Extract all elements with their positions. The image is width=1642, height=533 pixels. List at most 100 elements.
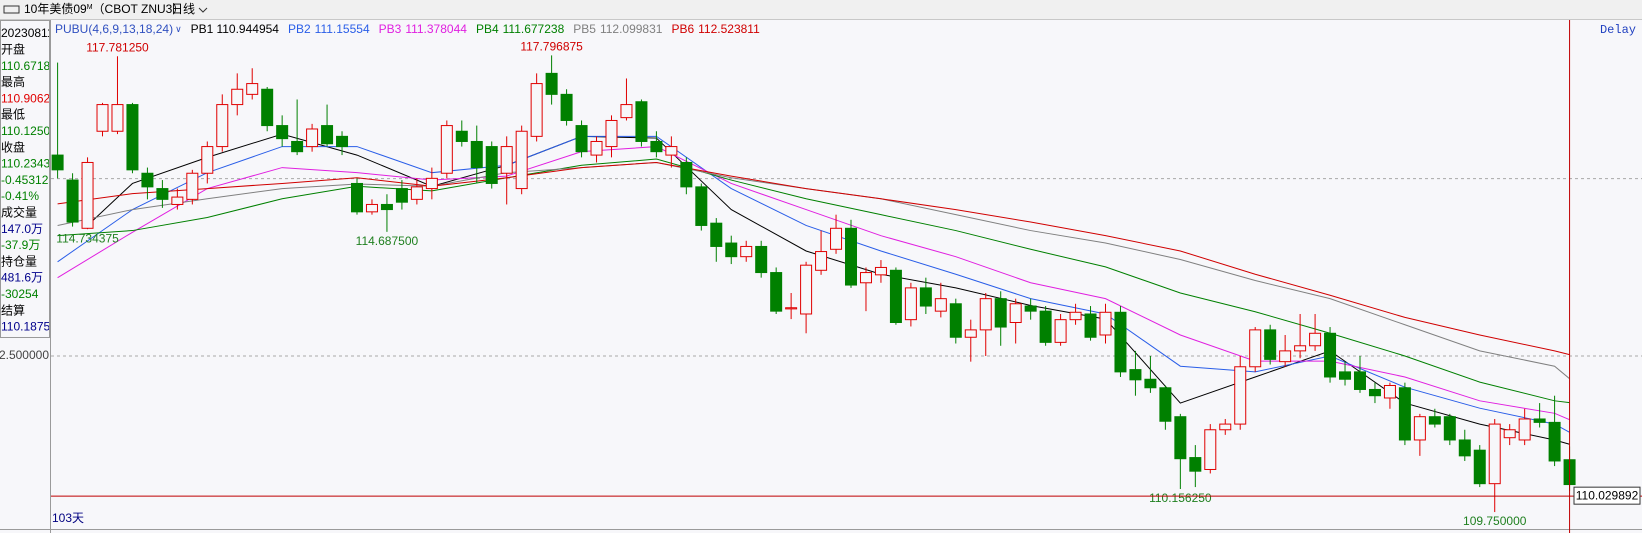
candle-body xyxy=(365,203,378,213)
candle-body xyxy=(231,88,244,106)
indicator-line xyxy=(57,146,1570,421)
candle-body xyxy=(261,88,274,127)
candle-body xyxy=(1039,310,1052,343)
candle-body xyxy=(276,125,289,140)
candle-body xyxy=(455,130,468,142)
legend-value: 111.378044 xyxy=(405,22,467,36)
legend-value: 111.677238 xyxy=(503,22,565,36)
candle-body xyxy=(934,298,947,312)
candle-body xyxy=(1518,418,1531,441)
info-item: 110.1875 xyxy=(1,320,50,334)
candle-body xyxy=(605,119,618,148)
candle-body xyxy=(216,104,229,148)
candle-body xyxy=(1488,423,1501,485)
legend-name: PB6 xyxy=(671,22,694,36)
candle-body xyxy=(695,186,708,226)
candle-body xyxy=(291,140,304,153)
indicator-dropdown: ∨ xyxy=(175,24,182,34)
candle-body xyxy=(755,245,768,274)
candle-body xyxy=(351,182,363,213)
indicator-line xyxy=(57,161,1570,356)
candle-body xyxy=(800,264,813,315)
candle-body xyxy=(1204,429,1217,470)
legend-name: PB2 xyxy=(288,22,311,36)
info-panel xyxy=(0,20,50,338)
info-item: 110.234375 xyxy=(1,157,64,171)
period-selector[interactable]: 日线 xyxy=(171,2,195,16)
candle-body xyxy=(994,298,1007,328)
toolbar-icon[interactable] xyxy=(3,5,20,14)
candle-body xyxy=(979,298,992,331)
info-item: 结算 xyxy=(1,302,25,317)
legend-value: 111.15554 xyxy=(315,22,370,36)
candle-body xyxy=(1324,332,1337,378)
candle-body xyxy=(530,83,543,137)
candle-body xyxy=(246,83,259,95)
candle-body xyxy=(470,140,483,169)
candle-body xyxy=(575,125,588,153)
candle-body xyxy=(815,251,828,271)
info-item: 收盘 xyxy=(1,139,25,154)
candle-body xyxy=(141,172,154,188)
candle-body xyxy=(964,329,977,338)
candle-body xyxy=(770,272,783,312)
candle-body xyxy=(1368,388,1381,397)
candle-body xyxy=(889,269,902,323)
legend-value: 112.099831 xyxy=(600,22,663,36)
candle-body xyxy=(380,203,393,211)
symbol: 10年美债09 xyxy=(24,2,87,16)
info-item: -0.453125 xyxy=(1,173,55,187)
candle-body xyxy=(1458,439,1471,457)
candle-body xyxy=(1099,311,1112,336)
candle-body xyxy=(66,179,79,223)
candle-body xyxy=(904,287,917,321)
info-item: 110.90625 xyxy=(1,91,57,105)
period-dropdown[interactable] xyxy=(198,7,208,13)
info-item: 持仓量 xyxy=(1,253,37,268)
indicator-header: PUBU(4,6,9,13,18,24) ∨ PB1 110.944954 PB2 111… xyxy=(55,22,760,36)
legend-name: PB4 xyxy=(476,22,499,36)
info-item: 最低 xyxy=(1,108,25,122)
candle-body xyxy=(1234,366,1247,425)
indicator-line xyxy=(57,135,1570,433)
symbol-label[interactable]: 10年美债09M（CBOT ZNU3） xyxy=(24,2,184,16)
candle-body xyxy=(51,154,64,171)
candle-body xyxy=(874,266,887,276)
candle-body xyxy=(859,272,872,284)
candle-body xyxy=(425,177,438,190)
legend-name: PB5 xyxy=(573,22,596,36)
candle-body xyxy=(336,135,349,148)
candle-body xyxy=(1219,423,1232,431)
info-item: -37.9万 xyxy=(1,238,40,252)
info-item: 110.1250 xyxy=(1,124,50,138)
candle-body xyxy=(186,172,199,200)
candle-body xyxy=(680,161,693,188)
candle-body xyxy=(1024,305,1037,312)
candle-body xyxy=(1114,311,1127,373)
candle-body xyxy=(785,307,798,310)
candle-body xyxy=(485,146,498,184)
candle-body xyxy=(1069,311,1082,321)
indicator-line xyxy=(57,158,1570,404)
candle-body xyxy=(1264,329,1277,360)
candle-body xyxy=(201,146,214,174)
candle-body xyxy=(1383,384,1396,399)
candle-body xyxy=(1084,313,1097,338)
info-item: -30254 xyxy=(1,287,39,301)
candle-body xyxy=(1279,350,1292,363)
candle-body xyxy=(410,186,423,200)
candle-body xyxy=(321,125,334,145)
candle-body xyxy=(1428,416,1441,425)
legend-value: 112.523811 xyxy=(698,22,760,36)
candle-body xyxy=(650,140,663,153)
candle-body xyxy=(1548,421,1561,462)
legend-value: 110.944954 xyxy=(216,22,279,36)
candle-body xyxy=(1443,416,1456,441)
legend-name: PB3 xyxy=(379,22,402,36)
info-item: 147.0万 xyxy=(1,222,43,236)
symbol-suffix: M xyxy=(87,4,93,11)
candle-body xyxy=(1294,345,1307,352)
candle-body xyxy=(1189,457,1202,472)
